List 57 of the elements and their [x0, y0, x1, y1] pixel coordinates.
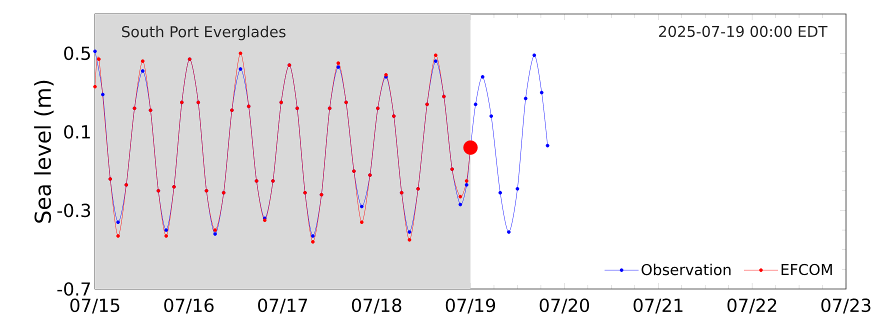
point: [164, 228, 168, 232]
x-tick-label: 07/17: [258, 298, 308, 314]
y-tick-label: -0.3: [57, 204, 90, 218]
point: [463, 140, 478, 155]
point: [116, 234, 120, 238]
point: [458, 202, 462, 206]
point: [507, 230, 511, 234]
point: [93, 50, 97, 54]
point: [116, 220, 120, 224]
x-tick-label: 07/15: [70, 298, 120, 314]
legend-label: Observation: [642, 264, 731, 276]
x-tick-label: 07/18: [352, 298, 402, 314]
point: [311, 234, 315, 238]
point: [532, 53, 536, 58]
y-axis-title: Sea level (m): [34, 80, 54, 223]
point: [213, 228, 217, 232]
point: [540, 90, 544, 94]
x-tick-label: 07/20: [540, 298, 590, 314]
point: [489, 114, 494, 118]
y-tick-label: -0.7: [57, 282, 90, 296]
x-tick-label: 07/22: [727, 298, 776, 314]
point: [140, 59, 145, 63]
point: [311, 240, 315, 244]
point: [524, 96, 528, 100]
point: [360, 220, 364, 224]
point: [238, 67, 242, 71]
point: [464, 183, 468, 187]
point: [238, 51, 242, 56]
point: [434, 53, 438, 58]
point: [336, 61, 340, 65]
y-tick-label: 0.1: [64, 125, 90, 139]
point: [464, 179, 468, 183]
point: [93, 84, 97, 88]
point: [336, 65, 340, 69]
point: [101, 92, 105, 96]
point: [140, 69, 145, 73]
y-tick-label: 0.5: [64, 46, 90, 60]
legend-label: EFCOM: [782, 264, 832, 276]
point: [480, 75, 484, 79]
point: [408, 238, 412, 242]
point: [516, 187, 520, 191]
x-tick-label: 07/16: [164, 298, 214, 314]
x-tick-label: 07/21: [634, 298, 682, 314]
point: [458, 194, 462, 198]
point: [97, 57, 101, 61]
x-tick-label: 07/19: [446, 298, 496, 314]
point: [474, 102, 478, 106]
annotation: 2025-07-19 00:00 EDT: [659, 26, 828, 38]
point: [546, 144, 550, 148]
annotation: South Port Everglades: [122, 26, 286, 40]
point: [213, 232, 217, 236]
point: [360, 204, 364, 208]
point: [164, 234, 168, 238]
point: [408, 230, 412, 234]
x-tick-label: 07/23: [821, 298, 870, 314]
point: [498, 190, 502, 195]
point: [434, 59, 438, 63]
